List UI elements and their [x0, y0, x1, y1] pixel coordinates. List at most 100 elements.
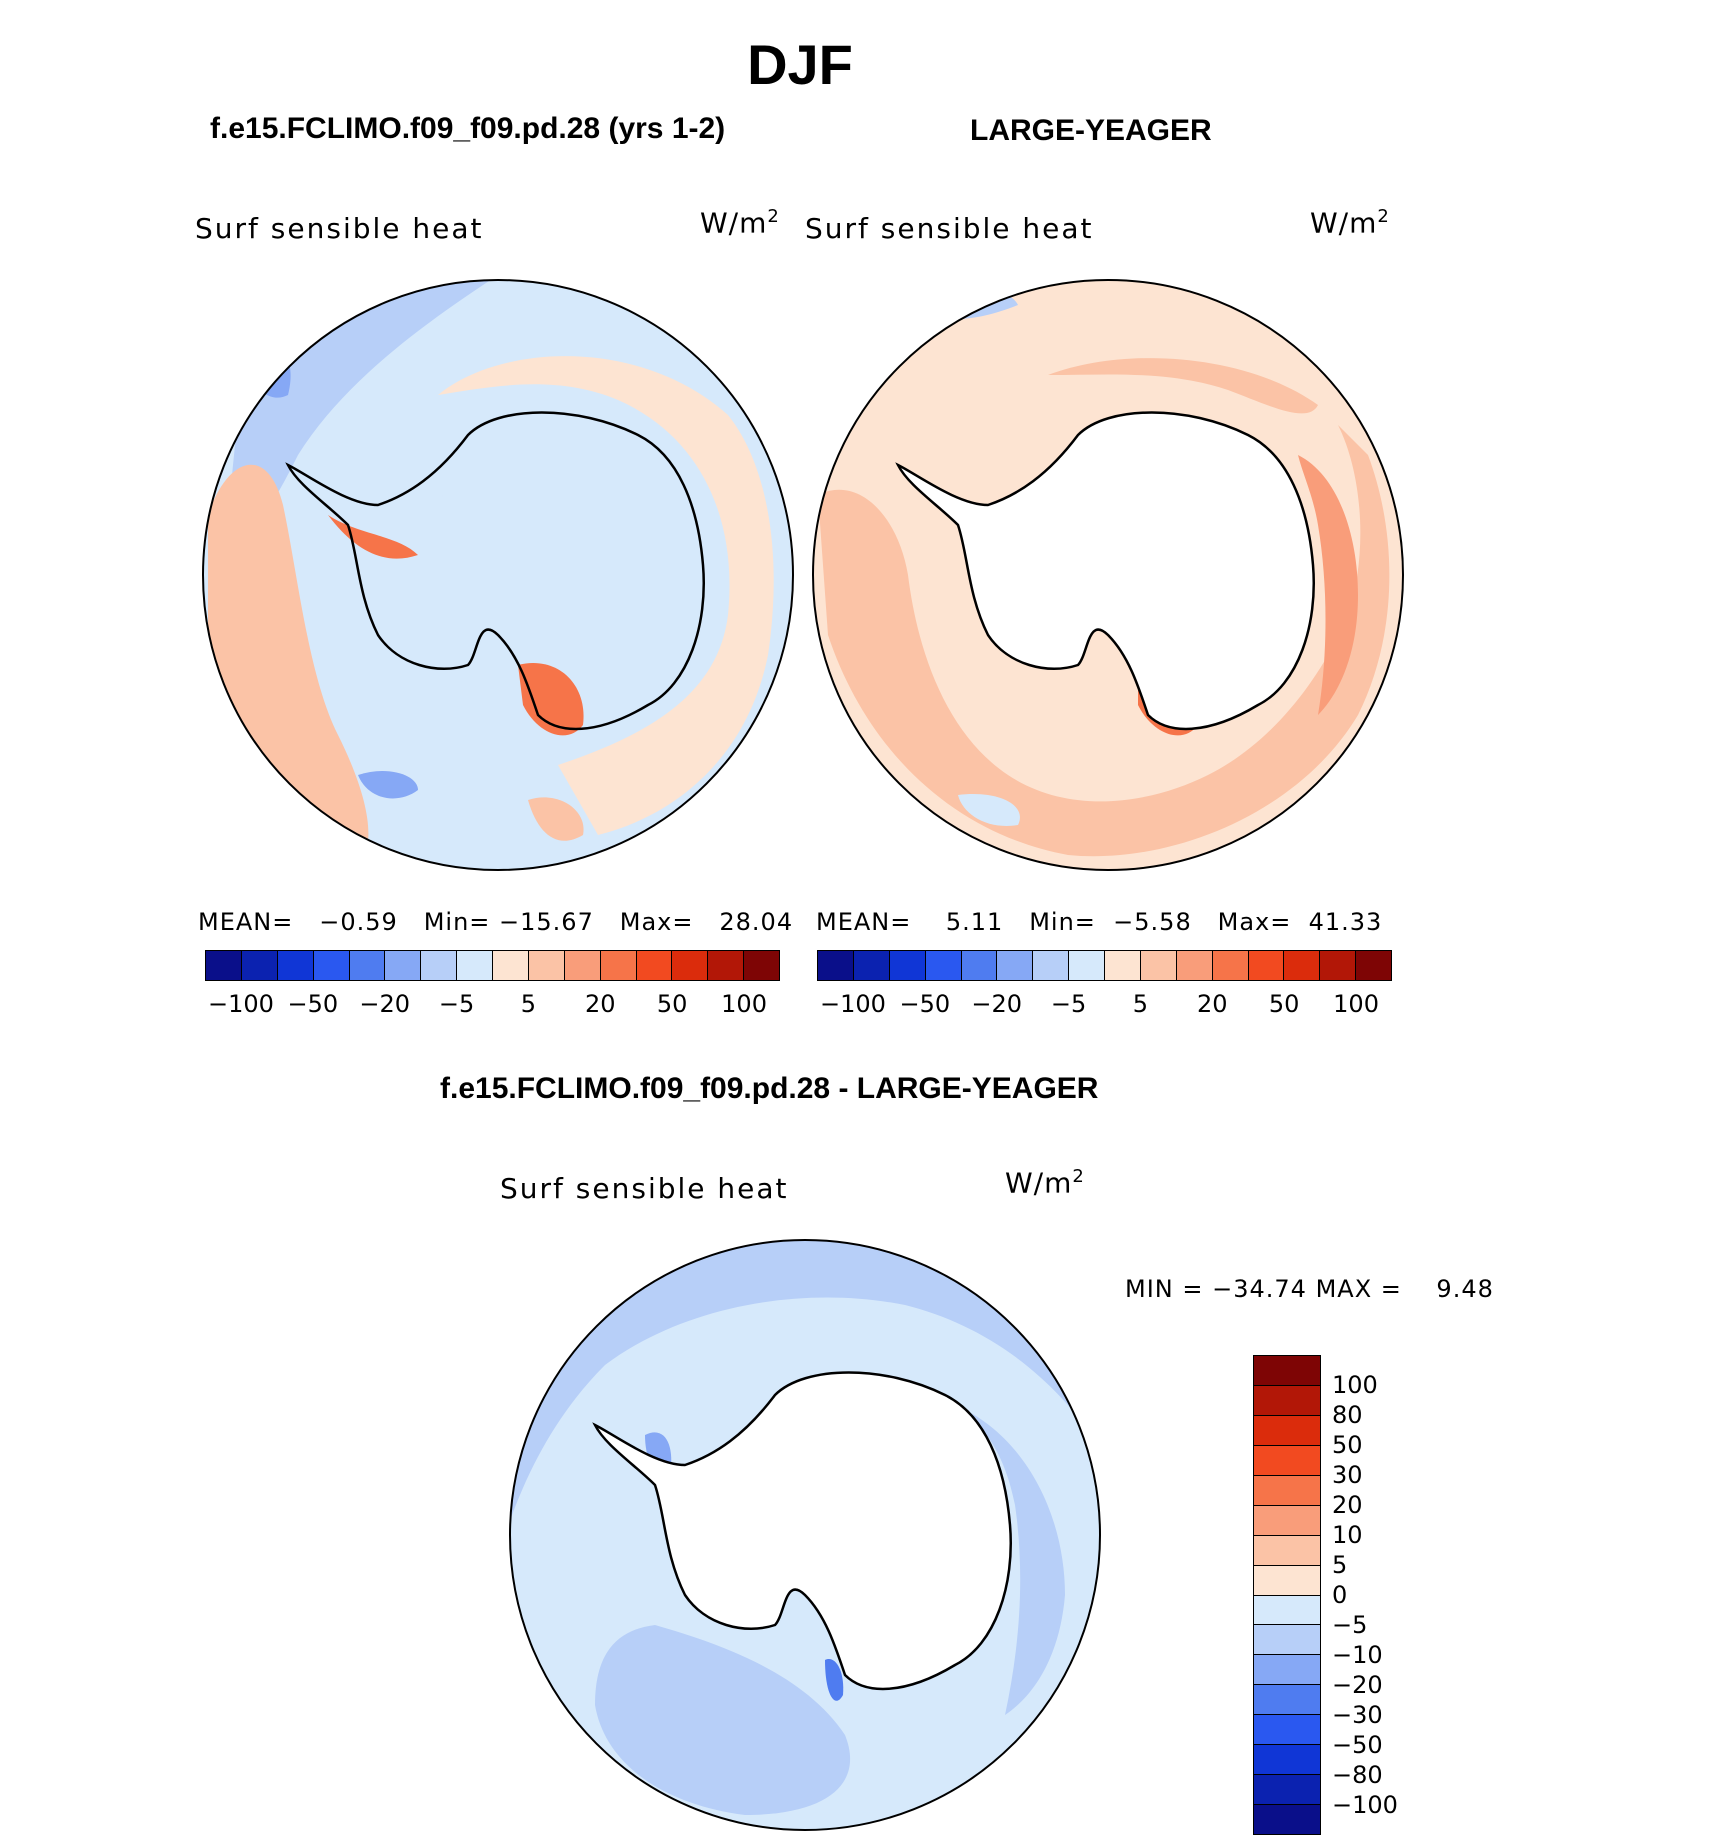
difference-antarctica-land [592, 1371, 1012, 1691]
difference-map-border [509, 1239, 1101, 1831]
colorbar-tick-label: −100 [819, 990, 886, 1018]
colorbar-tick-label: 50 [1332, 1431, 1363, 1459]
colorbar-swatch [1254, 1625, 1320, 1656]
colorbar-swatch [564, 951, 601, 980]
colorbar-tick-label: −30 [1332, 1701, 1383, 1729]
colorbar-swatch [1356, 951, 1391, 980]
panel-2-stats: MEAN= 5.11 Min= −5.58 Max= 41.33 [816, 908, 1383, 936]
colorbar-swatch [600, 951, 637, 980]
panel-1-map [202, 279, 794, 871]
colorbar-swatch [1254, 1505, 1320, 1536]
colorbar-swatch [313, 951, 350, 980]
colorbar-tick-label: 5 [520, 990, 537, 1018]
colorbar-swatch [1176, 951, 1213, 980]
anomaly-blob [955, 1405, 1065, 1715]
colorbar-swatch [1254, 1356, 1320, 1386]
anomaly-blob [518, 663, 584, 736]
colorbar-tick-label: −80 [1332, 1761, 1383, 1789]
colorbar-swatch [889, 951, 926, 980]
colorbar-swatch [1254, 1685, 1320, 1716]
colorbar-tick-label: 0 [1332, 1581, 1348, 1609]
colorbar-tick-label: 20 [585, 990, 616, 1018]
colorbar-swatch [672, 951, 709, 980]
panel-1-variable-label: Surf sensible heat [195, 212, 484, 245]
colorbar-tick-label: 5 [1132, 990, 1149, 1018]
colorbar-tick-label: 30 [1332, 1461, 1363, 1489]
colorbar-swatch [421, 951, 458, 980]
anomaly-blob [438, 356, 774, 835]
colorbar-tick-label: 5 [1332, 1551, 1348, 1579]
anomaly-blob [825, 1659, 844, 1701]
colorbar-swatch [1320, 951, 1357, 980]
colorbar-swatch [997, 951, 1034, 980]
panel-1-antarctica-coastline [285, 411, 705, 731]
panel-1-map-border [202, 279, 794, 871]
colorbar-tick-label: 100 [721, 990, 767, 1018]
panel-2-antarctica-land [895, 411, 1315, 731]
colorbar-tick-label: −5 [1332, 1611, 1368, 1639]
colorbar-tick-label: −20 [1332, 1671, 1383, 1699]
difference-min-max: MIN = −34.74 MAX = 9.48 [1125, 1275, 1494, 1303]
panel-1-stats: MEAN= −0.59 Min= −15.67 Max= 28.04 [198, 908, 794, 936]
colorbar-swatch [853, 951, 890, 980]
panel-2-map [812, 279, 1404, 871]
colorbar-swatch [457, 951, 493, 980]
difference-title: f.e15.FCLIMO.f09_f09.pd.28 - LARGE-YEAGE… [440, 1072, 1099, 1105]
colorbar-swatch [1105, 951, 1141, 980]
colorbar-swatch [708, 951, 745, 980]
anomaly-blob [528, 797, 584, 841]
colorbar-swatch [1254, 1775, 1320, 1806]
anomaly-blob [328, 515, 418, 559]
anomaly-blob [1048, 358, 1318, 414]
colorbar-swatch [385, 951, 422, 980]
colorbar-tick-label: −5 [438, 990, 475, 1018]
panel-2-variable-label: Surf sensible heat [805, 212, 1094, 245]
colorbar-swatch [1254, 1595, 1320, 1626]
colorbar-tick-label: −100 [1332, 1791, 1398, 1819]
colorbar-tick-label: −20 [359, 990, 411, 1018]
panel-1-colorbar-ticks: −100 −50 −20 −5 5 20 50 100 [205, 990, 780, 1020]
figure-title: DJF [747, 33, 853, 96]
colorbar-swatch [925, 951, 962, 980]
colorbar-tick-label: −100 [207, 990, 274, 1018]
colorbar-swatch [1254, 1415, 1320, 1446]
colorbar-tick-label: −50 [1332, 1731, 1383, 1759]
anomaly-blob [510, 1240, 1100, 1535]
colorbar-tick-label: −50 [287, 990, 339, 1018]
panel-2-colorbar [817, 950, 1392, 981]
colorbar-swatch [1254, 1385, 1320, 1416]
panel-1-colorbar [205, 950, 780, 981]
colorbar-tick-label: 20 [1332, 1491, 1363, 1519]
panel-1-case-title: f.e15.FCLIMO.f09_f09.pd.28 (yrs 1-2) [210, 112, 726, 145]
colorbar-swatch [1254, 1565, 1320, 1596]
colorbar-swatch [241, 951, 278, 980]
colorbar-swatch [1254, 1745, 1320, 1776]
panel-2-case-title: LARGE-YEAGER [970, 114, 1212, 147]
panel-2-map-border [812, 279, 1404, 871]
colorbar-tick-label: 10 [1332, 1521, 1363, 1549]
colorbar-tick-label: −50 [899, 990, 951, 1018]
colorbar-tick-label: 20 [1197, 990, 1228, 1018]
difference-variable-label: Surf sensible heat [500, 1172, 789, 1205]
colorbar-swatch [349, 951, 386, 980]
colorbar-swatch [961, 951, 998, 980]
colorbar-swatch [818, 951, 854, 980]
colorbar-tick-label: −10 [1332, 1641, 1383, 1669]
anomaly-blob [818, 425, 1390, 857]
colorbar-swatch [1212, 951, 1249, 980]
difference-colorbar [1253, 1355, 1321, 1835]
colorbar-swatch [277, 951, 314, 980]
colorbar-swatch [493, 951, 529, 980]
colorbar-swatch [1140, 951, 1177, 980]
difference-map [509, 1239, 1101, 1831]
colorbar-tick-label: −20 [971, 990, 1023, 1018]
colorbar-swatch [1069, 951, 1105, 980]
colorbar-swatch [636, 951, 673, 980]
panel-1-units: W/m2 [700, 206, 780, 240]
colorbar-swatch [1254, 1655, 1320, 1686]
colorbar-tick-label: 50 [656, 990, 688, 1018]
colorbar-swatch [528, 951, 565, 980]
colorbar-tick-label: 100 [1333, 990, 1379, 1018]
colorbar-swatch [1254, 1715, 1320, 1746]
panel-2-units: W/m2 [1310, 206, 1390, 240]
